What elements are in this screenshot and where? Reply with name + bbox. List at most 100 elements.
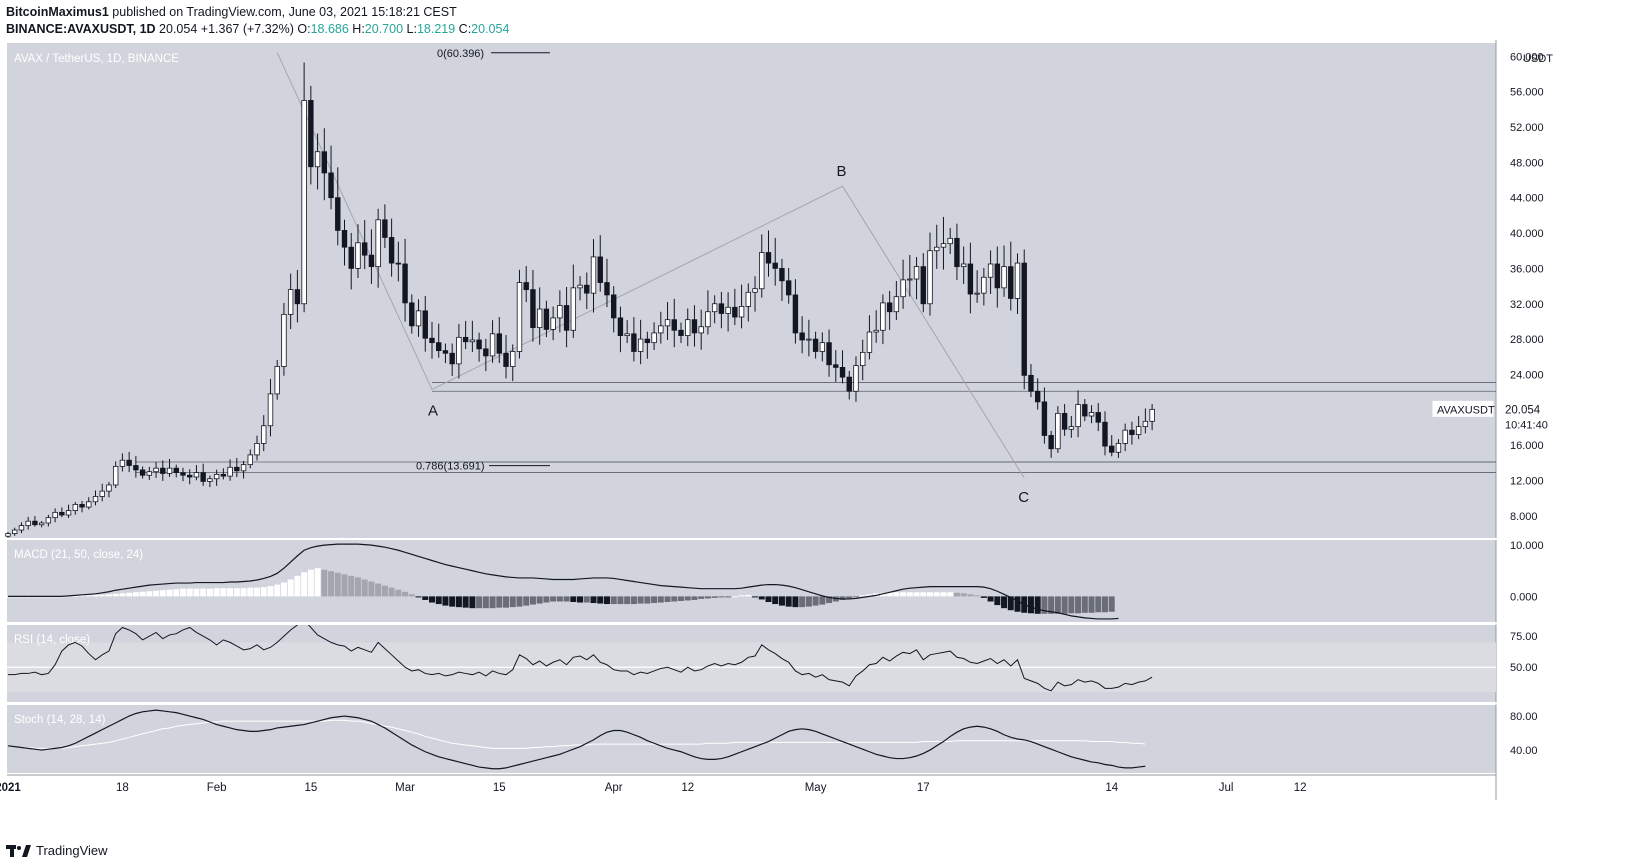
tradingview-brand[interactable]: TradingView xyxy=(36,843,108,858)
candle-body-down xyxy=(718,303,725,314)
macd-bar-74 xyxy=(496,596,503,608)
macd-bar-41 xyxy=(274,584,281,597)
macd-bar-59 xyxy=(395,589,402,597)
macd-bar-25 xyxy=(166,589,173,597)
candle-79 xyxy=(530,270,536,342)
candle-body-down xyxy=(496,333,502,354)
candle-74 xyxy=(496,317,502,364)
macd-bar-68 xyxy=(455,596,462,608)
author-name[interactable]: BitcoinMaximus1 xyxy=(6,5,109,19)
macd-bar-163 xyxy=(1095,596,1102,613)
macd-bar-95 xyxy=(637,596,644,604)
macd-bar-111 xyxy=(745,594,752,597)
candle-25 xyxy=(166,458,173,477)
candle-155 xyxy=(1041,387,1048,444)
candle-59 xyxy=(395,241,402,282)
candle-body-up xyxy=(960,263,967,268)
candle-body-up xyxy=(752,288,758,293)
macd-bar-150 xyxy=(1007,596,1014,611)
candle-body-up xyxy=(227,466,233,477)
candle-104 xyxy=(698,309,704,350)
macd-bar-13 xyxy=(85,595,92,597)
candle-3 xyxy=(18,522,25,534)
macd-bar-129 xyxy=(866,594,873,597)
candle-58 xyxy=(388,218,395,277)
candle-body-up xyxy=(99,490,105,497)
price-tag-timer: 10:41:40 xyxy=(1505,419,1548,431)
candle-body-up xyxy=(112,466,119,486)
candle-body-up xyxy=(281,313,287,367)
candle-117 xyxy=(785,267,792,304)
candle-121 xyxy=(812,331,819,359)
candle-80 xyxy=(536,287,543,345)
candle-77 xyxy=(516,269,523,359)
candle-44 xyxy=(294,270,301,323)
candle-body-down xyxy=(604,282,610,296)
x-tick-label-3: 15 xyxy=(304,782,317,794)
candle-128 xyxy=(860,339,866,381)
candle-body-down xyxy=(483,348,489,357)
candle-body-up xyxy=(866,331,873,353)
candle-163 xyxy=(1095,403,1101,432)
candle-139 xyxy=(934,224,940,269)
macd-bar-160 xyxy=(1075,596,1082,614)
macd-bar-47 xyxy=(314,568,321,597)
candle-89 xyxy=(597,235,603,292)
candle-123 xyxy=(826,329,832,377)
candle-149 xyxy=(1001,245,1007,297)
macd-bar-127 xyxy=(852,596,859,598)
candle-102 xyxy=(685,308,691,347)
candle-81 xyxy=(543,300,550,338)
candle-body-up xyxy=(913,266,920,280)
candle-body-up xyxy=(987,263,994,278)
candle-141 xyxy=(947,227,953,254)
candle-126 xyxy=(846,370,852,400)
macd-bar-119 xyxy=(799,596,806,608)
macd-tick-0: 10.000 xyxy=(1510,540,1544,552)
candle-body-up xyxy=(981,276,987,294)
candle-body-down xyxy=(1061,412,1068,430)
pane-background-1 xyxy=(7,540,1496,622)
pane-background-3 xyxy=(7,705,1496,773)
candle-168 xyxy=(1129,421,1135,445)
candle-body-down xyxy=(321,151,328,174)
rsi-tick-0: 75.00 xyxy=(1510,631,1538,643)
macd-bar-86 xyxy=(577,596,584,603)
stoch-tick-0: 80.00 xyxy=(1510,711,1538,723)
candle-body-up xyxy=(536,308,543,329)
candle-99 xyxy=(664,302,671,340)
macd-bar-143 xyxy=(960,593,967,597)
candle-60 xyxy=(402,238,408,322)
candle-body-down xyxy=(1048,435,1054,450)
macd-bar-24 xyxy=(159,590,166,597)
macd-bar-148 xyxy=(994,596,1001,606)
candle-body-up xyxy=(1122,429,1128,444)
macd-bar-87 xyxy=(583,596,590,603)
macd-bar-72 xyxy=(482,596,489,609)
macd-bar-158 xyxy=(1061,596,1068,614)
macd-bar-80 xyxy=(536,596,543,604)
candle-160 xyxy=(1075,390,1081,438)
candle-169 xyxy=(1135,416,1142,440)
price-chart[interactable]: 60.000 56.000 52.000 48.000 44.000 40.000 36.0… xyxy=(0,40,1627,840)
candle-body-down xyxy=(503,352,509,367)
candle-96 xyxy=(644,331,651,359)
candle-body-up xyxy=(510,351,516,367)
macd-histogram xyxy=(5,568,1115,614)
high-value: 20.700 xyxy=(364,22,404,36)
candle-body-up xyxy=(590,256,597,294)
candle-22 xyxy=(146,466,153,480)
macd-bar-71 xyxy=(476,596,483,609)
candle-157 xyxy=(1055,406,1061,453)
candle-body-down xyxy=(234,466,240,472)
candle-body-down xyxy=(1129,429,1135,435)
macd-bar-116 xyxy=(778,596,785,606)
y-tick-label-6: 36.000 xyxy=(1510,263,1544,275)
macd-bar-19 xyxy=(126,592,133,597)
candle-95 xyxy=(637,319,644,365)
x-tick-label-4: Mar xyxy=(395,782,415,794)
candle-body-up xyxy=(119,459,126,467)
y-tick-label-5: 40.000 xyxy=(1510,228,1544,240)
high-label: H: xyxy=(352,22,365,36)
candle-body-down xyxy=(59,511,65,516)
